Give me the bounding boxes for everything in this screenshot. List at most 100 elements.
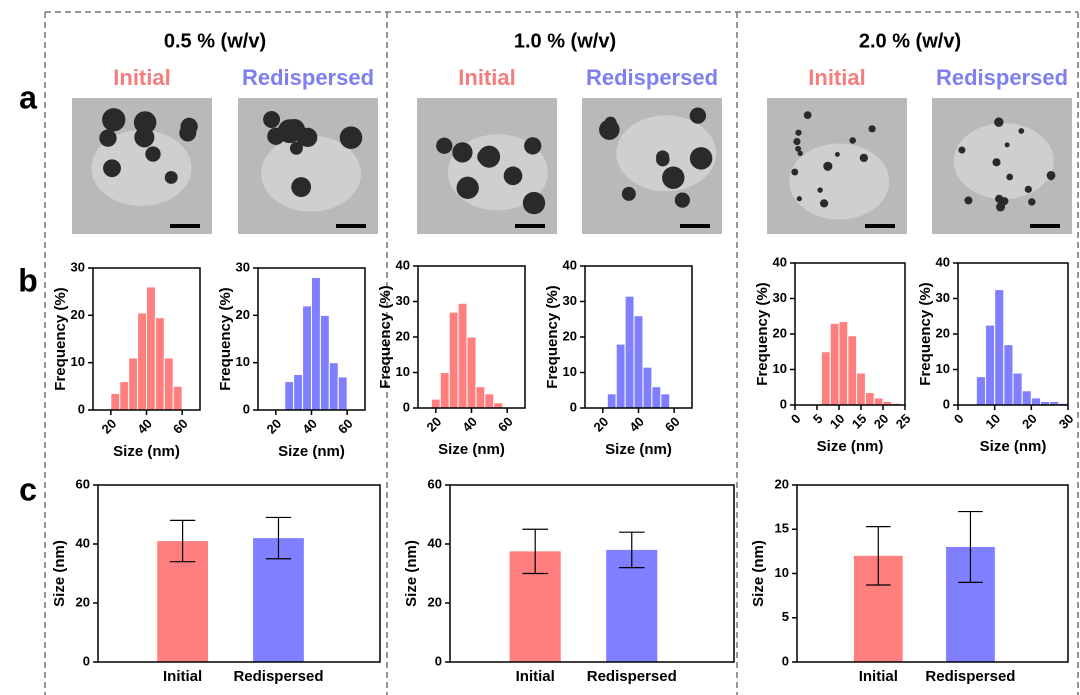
y-axis-label: Size (nm): [403, 540, 420, 607]
scale-bar: [865, 224, 895, 228]
histogram-bar: [864, 392, 875, 406]
histogram-bar: [847, 335, 858, 406]
plot-frame: [796, 484, 1069, 663]
x-tick-label: 40: [134, 416, 155, 437]
particle: [796, 196, 802, 202]
particle: [656, 152, 670, 167]
y-tick-label: 0: [403, 399, 410, 414]
particle: [477, 149, 493, 165]
y-axis-label: Frequency (%): [377, 285, 394, 388]
error-bar: [618, 531, 645, 569]
particle: [263, 111, 281, 129]
y-tick-label: 0: [78, 401, 85, 416]
x-tick-label: 40: [459, 414, 480, 435]
particle: [298, 127, 318, 148]
particle: [339, 126, 363, 149]
y-tick-label: 30: [773, 290, 787, 305]
y-tick-label: 40: [563, 257, 577, 272]
histogram-bar: [302, 305, 313, 411]
y-tick-label: 0: [782, 653, 789, 668]
x-axis-label: Size (nm): [980, 438, 1047, 455]
histogram-bar: [493, 402, 504, 409]
particle: [689, 107, 707, 124]
histogram-bar: [615, 343, 626, 409]
y-tick-label: 60: [428, 476, 442, 491]
histogram-bar: [311, 276, 321, 411]
particle: [994, 117, 1004, 127]
particle: [456, 176, 479, 199]
histogram-bar: [829, 322, 840, 406]
film-patch: [953, 123, 1054, 200]
y-tick-label: 15: [775, 521, 789, 536]
histogram-bar: [457, 302, 468, 409]
histogram-bar: [163, 357, 174, 411]
y-tick-label: 30: [563, 293, 577, 308]
x-tick-label: 10: [982, 411, 1003, 432]
histogram-bar: [475, 386, 486, 409]
tem-image: [72, 98, 212, 234]
particle: [674, 192, 690, 208]
histogram-bar: [466, 336, 477, 409]
y-tick-label: 40: [773, 254, 787, 269]
particle: [1004, 142, 1010, 148]
histogram-bar: [319, 314, 330, 411]
x-tick-label: 60: [335, 416, 356, 437]
histogram-bar: [873, 397, 884, 406]
y-tick-label: 0: [943, 396, 950, 411]
histogram-bar: [119, 381, 130, 411]
histogram-bar: [856, 372, 866, 406]
x-tick-label: 25: [893, 411, 914, 432]
y-axis-label: Frequency (%): [544, 285, 561, 388]
particle: [797, 150, 803, 156]
scale-bar: [680, 224, 710, 228]
y-tick-label: 0: [243, 401, 250, 416]
film-patch: [261, 135, 362, 212]
panel-label: a: [19, 79, 37, 115]
histogram-bar: [137, 312, 147, 411]
y-axis-label: Frequency (%): [754, 282, 771, 385]
histogram-bar: [838, 321, 849, 406]
x-axis-label: Size (nm): [278, 443, 345, 460]
particle: [662, 166, 685, 189]
panel-frames: [44, 11, 1079, 695]
histogram-bar: [1003, 344, 1014, 406]
error-bar: [265, 516, 292, 560]
error-bar: [958, 510, 983, 583]
particle: [524, 137, 542, 155]
y-tick-label: 10: [396, 364, 410, 379]
particle: [102, 108, 126, 132]
x-tick-label: 40: [299, 416, 320, 437]
y-tick-label: 20: [236, 307, 250, 322]
y-tick-label: 10: [936, 361, 950, 376]
particle: [958, 146, 966, 154]
y-tick-label: 40: [76, 535, 90, 550]
particle: [291, 177, 312, 198]
histogram-bar: [439, 372, 450, 409]
histogram-bar: [293, 374, 304, 411]
histogram-bar: [660, 393, 671, 409]
scale-bar: [336, 224, 366, 228]
panel-label: c: [19, 471, 37, 507]
plot-frame: [449, 484, 735, 663]
particle: [795, 129, 802, 136]
histogram-bar: [606, 393, 617, 409]
y-tick-label: 20: [396, 328, 410, 343]
x-tick-label: 30: [1056, 411, 1077, 432]
y-tick-label: 20: [773, 325, 787, 340]
x-tick-label: 60: [170, 416, 191, 437]
x-tick-label: 60: [495, 414, 516, 435]
x-tick-label: Initial: [859, 668, 898, 685]
particle: [604, 116, 617, 129]
image-label: Redispersed: [242, 65, 374, 90]
x-tick-label: 0: [788, 411, 804, 427]
x-tick-label: 10: [827, 411, 848, 432]
image-label: Initial: [808, 65, 865, 90]
column-title: 0.5 % (w/v): [164, 30, 266, 52]
particle: [1018, 128, 1025, 134]
particle: [621, 186, 636, 201]
film-patch: [91, 130, 192, 207]
x-tick-label: 20: [424, 414, 445, 435]
image-label: Initial: [458, 65, 515, 90]
x-tick-label: Redispersed: [587, 668, 677, 685]
y-tick-label: 5: [782, 609, 789, 624]
